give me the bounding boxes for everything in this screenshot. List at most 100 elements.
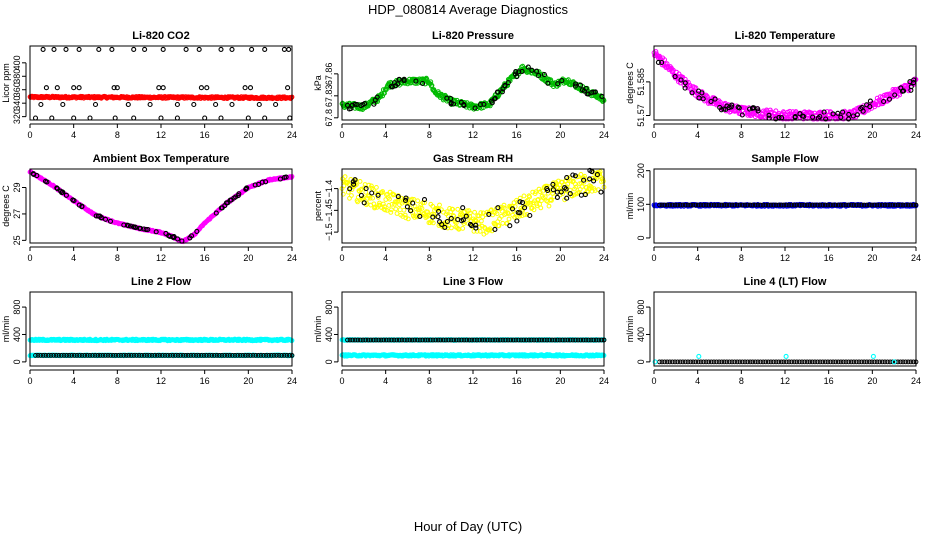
x-tick-label: 12: [780, 253, 790, 263]
raw-point: [455, 206, 461, 212]
y-tick-label: 27: [12, 209, 22, 219]
average-point: [378, 337, 384, 343]
average-point: [758, 202, 763, 208]
raw-point: [477, 228, 483, 234]
data-point: [49, 115, 55, 121]
average-point: [867, 98, 873, 104]
average-point: [35, 353, 41, 358]
average-point: [860, 108, 866, 114]
average-point: [495, 205, 501, 211]
average-point: [755, 108, 761, 114]
average-point: [108, 353, 113, 358]
data-point: [142, 46, 148, 52]
average-point: [505, 80, 511, 86]
average-point: [170, 353, 176, 358]
average-point: [97, 213, 103, 219]
raw-point: [402, 212, 408, 218]
average-point: [102, 216, 109, 222]
data-point: [174, 115, 180, 121]
average-point: [856, 202, 862, 208]
average-point: [739, 112, 745, 118]
raw-point: [524, 212, 530, 217]
raw-point: [548, 197, 554, 203]
average-point: [784, 202, 789, 208]
average-point: [252, 182, 258, 188]
average-point: [213, 210, 219, 216]
average-point: [689, 90, 695, 96]
x-tick-label: 4: [71, 376, 76, 386]
average-point: [812, 202, 818, 208]
data-point: [92, 101, 99, 108]
average-point: [43, 353, 49, 358]
x-tick-label: 0: [27, 253, 32, 263]
plot-frame: [29, 291, 293, 367]
average-point: [892, 92, 898, 98]
average-point: [517, 199, 523, 205]
raw-point: [504, 220, 510, 226]
data-point: [111, 85, 117, 91]
data-point: [71, 115, 77, 121]
raw-point: [419, 206, 425, 211]
raw-point: [538, 205, 544, 211]
data-point: [125, 101, 131, 108]
raw-point: [500, 220, 506, 226]
average-point: [154, 353, 160, 358]
average-point: [224, 353, 230, 358]
average-point: [807, 202, 813, 208]
average-point: [554, 189, 560, 195]
data-point: [273, 101, 279, 108]
raw-point: [412, 204, 418, 209]
average-point: [872, 202, 877, 208]
data-point: [262, 46, 268, 52]
x-tick-label: 20: [243, 130, 253, 140]
x-tick-label: 20: [555, 130, 565, 140]
average-point: [752, 202, 758, 208]
average-point: [742, 202, 748, 208]
average-point: [701, 202, 706, 208]
average-point: [797, 111, 803, 117]
average-point: [157, 353, 163, 358]
average-point: [118, 353, 124, 358]
raw-point: [401, 207, 407, 213]
average-point: [587, 176, 593, 182]
data-points: [651, 201, 919, 209]
average-point: [243, 186, 249, 192]
raw-point: [705, 95, 711, 101]
average-point: [395, 81, 401, 87]
x-tick-label: 20: [867, 253, 877, 263]
raw-point: [586, 177, 591, 183]
average-point: [864, 202, 870, 208]
raw-point: [389, 201, 395, 207]
average-point: [507, 223, 513, 229]
average-point: [51, 353, 56, 358]
raw-point: [460, 226, 466, 231]
average-point: [396, 76, 402, 82]
average-point: [745, 202, 750, 208]
average-point: [797, 202, 802, 208]
raw-point: [430, 220, 436, 226]
average-point: [514, 74, 520, 80]
average-point: [514, 218, 520, 224]
average-point: [266, 353, 272, 358]
average-point: [828, 202, 833, 208]
average-point: [513, 69, 519, 75]
average-point: [373, 337, 379, 343]
average-point: [413, 78, 419, 84]
average-point: [425, 337, 431, 343]
average-point: [352, 177, 358, 183]
y-tick-label: 67.83: [324, 85, 334, 108]
average-point: [250, 353, 256, 358]
raw-point: [515, 199, 521, 205]
average-point: [46, 353, 51, 358]
average-point: [655, 59, 661, 65]
average-point: [448, 95, 454, 102]
average-point: [534, 68, 540, 74]
average-point: [519, 68, 525, 74]
average-point: [789, 202, 794, 208]
average-point: [695, 202, 701, 208]
average-point: [237, 353, 243, 358]
average-point: [517, 210, 523, 216]
average-point: [59, 189, 65, 195]
data-point: [147, 101, 153, 108]
raw-point: [366, 182, 372, 188]
